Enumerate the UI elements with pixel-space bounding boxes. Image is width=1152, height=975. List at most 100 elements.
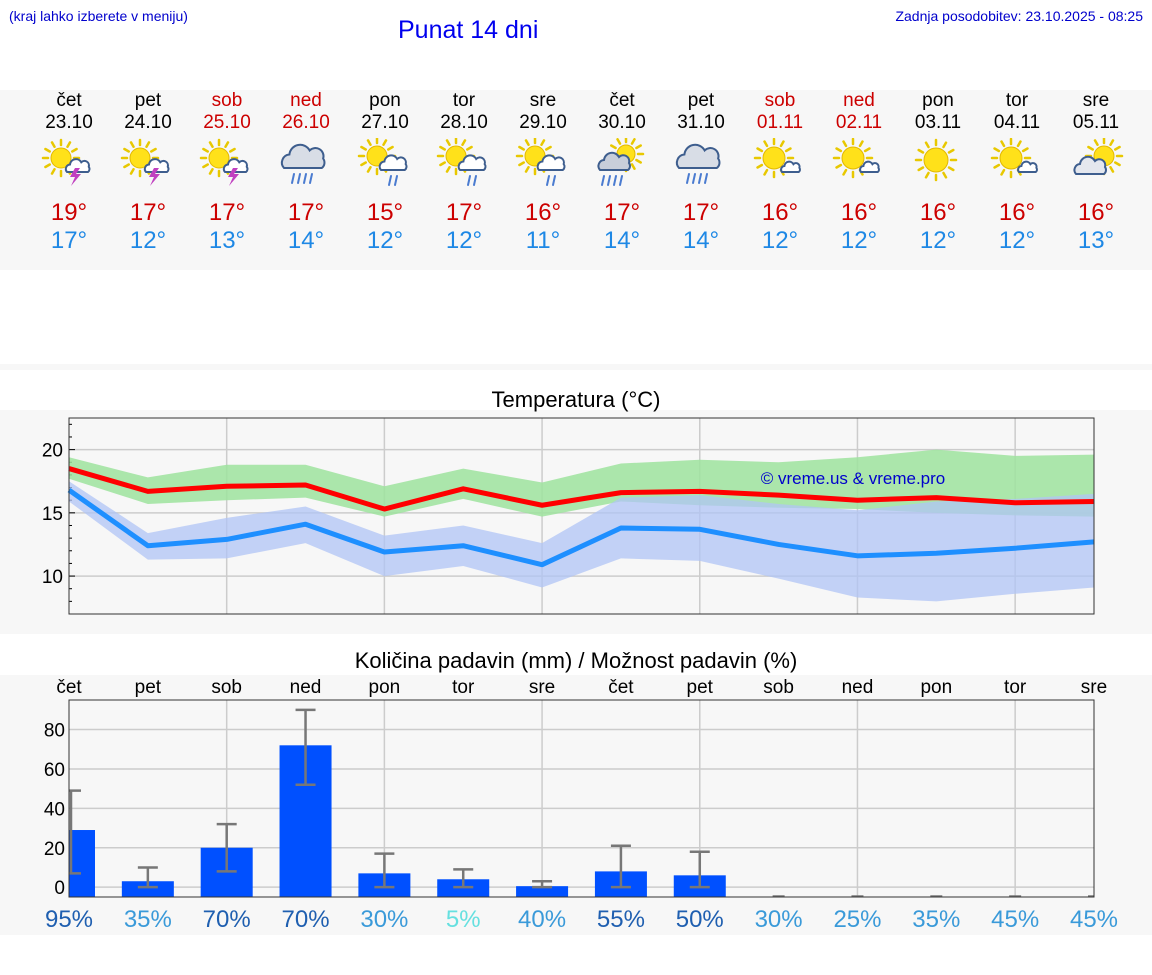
day-label: ned (842, 677, 874, 698)
day-date: 05.11 (1072, 112, 1120, 133)
temp-min: 13° (208, 227, 246, 254)
day-name: tor (1005, 90, 1029, 111)
day-label: pon (920, 677, 952, 698)
temp-max: 17° (445, 199, 483, 226)
temperature-chart: 10 15 20 © vreme.us & vreme.pro (42, 417, 1095, 615)
temp-max: 17° (682, 199, 720, 226)
max-temp-line (68, 466, 1095, 512)
temp-min: 17° (50, 227, 88, 254)
temp-max: 17° (208, 199, 246, 226)
precip-probability: 30% (755, 906, 803, 933)
daily-forecast-band (0, 90, 1152, 270)
day-label: tor (1004, 677, 1027, 698)
day-date: 28.10 (440, 112, 488, 133)
day-date: 24.10 (124, 112, 172, 133)
day-name: sre (529, 90, 557, 111)
day-date: 03.11 (914, 112, 962, 133)
temp-max: 16° (524, 199, 562, 226)
sun-icon (914, 138, 958, 182)
location-hint: (kraj lahko izberete v meniju) (9, 8, 188, 24)
precip-probability: 45% (991, 906, 1039, 933)
day-date: 27.10 (361, 112, 409, 133)
temp-min: 11° (525, 227, 561, 254)
temp-min: 12° (761, 227, 799, 254)
precip-bar (69, 830, 95, 897)
temp-min: 12° (366, 227, 404, 254)
day-name: pon (922, 90, 954, 111)
temperature-chart-title: Temperatura (°C) (491, 387, 661, 412)
y-tick-label: 40 (44, 799, 65, 820)
page-title: Punat 14 dni (398, 16, 539, 44)
precip-probability: 70% (282, 906, 330, 933)
precip-bar (516, 886, 569, 897)
temp-min: 14° (682, 227, 720, 254)
day-date: 23.10 (45, 112, 93, 133)
sun-small-cloud-icon (832, 138, 880, 179)
day-date: 30.10 (598, 112, 646, 133)
sun-dark-cloud-rain-icon (597, 138, 645, 186)
temp-min: 12° (840, 227, 878, 254)
precip-bar (121, 881, 174, 897)
min-temp-band (69, 481, 1094, 602)
precip-probability: 50% (676, 906, 724, 933)
day-name: sre (1082, 90, 1110, 111)
day-name: čet (609, 90, 635, 111)
temp-max: 19° (50, 199, 88, 226)
day-date: 31.10 (677, 112, 725, 133)
day-name: pet (134, 90, 162, 111)
precip-probability: 55% (597, 906, 645, 933)
day-date: 01.11 (756, 112, 804, 133)
watermark: © vreme.us & vreme.pro (761, 469, 945, 488)
precip-probability: 40% (518, 906, 566, 933)
precip-probability: 30% (360, 906, 408, 933)
day-date: 29.10 (519, 112, 567, 133)
temp-min: 13° (1077, 227, 1115, 254)
precipitation-chart: čet pet sob ned pon tor sre čet pet sob ned pon tor s… (44, 677, 1118, 933)
y-tick-label: 20 (42, 441, 63, 462)
temp-min: 12° (998, 227, 1036, 254)
temp-max: 15° (366, 199, 404, 226)
day-date: 02.11 (835, 112, 883, 133)
day-date: 04.11 (993, 112, 1041, 133)
sun-small-cloud-icon (990, 138, 1038, 179)
day-name: sob (764, 90, 796, 111)
min-temp-line (67, 488, 1095, 568)
sun-cloud-rain-icon (357, 138, 408, 186)
plot-border (68, 417, 1095, 615)
y-tick-label: 80 (44, 721, 65, 742)
temp-min: 14° (603, 227, 641, 254)
temp-max: 17° (287, 199, 325, 226)
temp-max: 17° (129, 199, 167, 226)
plot-border (68, 699, 1095, 898)
day-label: pet (135, 677, 162, 698)
precip-probability: 35% (124, 906, 172, 933)
temp-max: 16° (998, 199, 1036, 226)
y-tick-label: 60 (44, 760, 65, 781)
precipitation-chart-title: Količina padavin (mm) / Možnost padavin … (354, 648, 798, 673)
y-tick-label: 15 (42, 504, 63, 525)
temp-min: 12° (919, 227, 957, 254)
sun-behind-cloud-icon (1073, 138, 1124, 176)
y-tick-label: 0 (54, 878, 65, 899)
temp-min: 12° (445, 227, 483, 254)
sun-small-cloud-icon (753, 138, 801, 179)
precip-probability: 5% (446, 906, 481, 933)
precip-probability: 70% (203, 906, 251, 933)
day-name: ned (290, 90, 322, 111)
precip-probability: 25% (833, 906, 881, 933)
precip-probability: 35% (912, 906, 960, 933)
temp-max: 16° (761, 199, 799, 226)
temp-min: 14° (287, 227, 325, 254)
day-date: 25.10 (203, 112, 251, 133)
day-label: tor (452, 677, 475, 698)
day-label: sob (763, 677, 794, 698)
cloud-heavy-rain-icon (675, 143, 721, 184)
temp-max: 16° (1077, 199, 1115, 226)
temp-min: 12° (129, 227, 167, 254)
y-tick-label: 20 (44, 839, 65, 860)
y-tick-label: 10 (42, 567, 63, 588)
day-label: ned (290, 677, 322, 698)
day-name: pet (687, 90, 715, 111)
day-name: sob (211, 90, 243, 111)
day-date: 26.10 (282, 112, 330, 133)
